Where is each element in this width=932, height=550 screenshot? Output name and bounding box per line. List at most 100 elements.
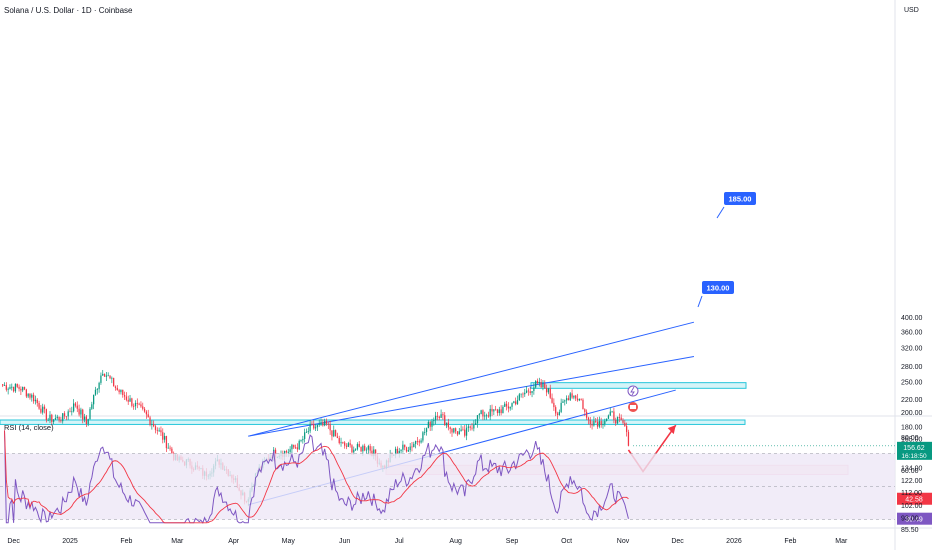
candle (555, 405, 557, 417)
candle-body (516, 400, 519, 405)
candle (156, 427, 158, 435)
candle (478, 412, 480, 419)
candle-body (23, 386, 26, 390)
candle (78, 404, 80, 417)
candle-body (547, 388, 550, 393)
candle (56, 414, 58, 420)
candle (65, 416, 67, 421)
rsi-label[interactable]: RSI (14, close) (4, 423, 54, 432)
candle-body (36, 399, 38, 404)
candle (416, 436, 419, 446)
candle (74, 402, 77, 408)
candle-body (307, 431, 309, 433)
candle (407, 446, 409, 452)
candle-body (285, 451, 288, 453)
candle-body (524, 392, 526, 395)
candle-body (436, 415, 439, 417)
candle-body (63, 413, 66, 417)
candle (331, 430, 333, 441)
price-tick-label: 165.00 (901, 437, 923, 444)
candle-body (102, 373, 104, 376)
candle (575, 394, 577, 402)
candle (525, 386, 528, 394)
candle (354, 448, 357, 451)
candle-body (600, 421, 602, 426)
candle (522, 392, 524, 399)
candle (36, 398, 38, 407)
candle (109, 375, 111, 380)
candle (7, 387, 9, 395)
candle (458, 427, 460, 435)
candle-body (16, 383, 18, 387)
candle-body (405, 447, 408, 452)
candle (365, 447, 368, 454)
candle-body (320, 422, 322, 424)
candle (524, 388, 526, 397)
candle (436, 412, 439, 421)
candle-body (25, 389, 27, 397)
candle (73, 399, 75, 413)
candle-body (536, 380, 539, 384)
candle (305, 428, 308, 433)
candle (495, 405, 497, 411)
candle-body (456, 431, 459, 435)
candle-body (500, 409, 502, 414)
candle-body (593, 421, 595, 426)
candle-body (73, 403, 75, 412)
candle (82, 408, 84, 424)
candle (502, 405, 504, 414)
candle-body (87, 419, 89, 424)
candle (531, 390, 533, 398)
resistance-zone (0, 419, 746, 425)
rsi-ma-badge (897, 492, 932, 505)
candle-body (414, 441, 417, 444)
candle-body (338, 438, 340, 444)
support-callout-badge (702, 281, 734, 294)
candle (336, 432, 339, 439)
candle-body (327, 423, 329, 425)
candle (571, 389, 573, 399)
candle-body (364, 445, 366, 451)
candle (425, 427, 428, 436)
candle-body (151, 424, 153, 425)
candle-body (616, 417, 619, 424)
price-tick-label: 180.00 (901, 425, 923, 432)
candle-body (171, 448, 173, 454)
candle-body (471, 427, 473, 429)
candle (12, 386, 15, 393)
candle-body (9, 387, 11, 389)
candle-body (475, 423, 477, 425)
candle (613, 407, 615, 424)
candle (445, 422, 448, 429)
candle-body (533, 387, 535, 392)
candle (560, 398, 562, 414)
candle (60, 416, 62, 423)
candle-body (495, 409, 497, 411)
candle (87, 418, 89, 427)
candle-body (576, 398, 579, 401)
candle (434, 411, 437, 425)
candle-body (302, 438, 304, 441)
candle (509, 406, 511, 411)
candle-body (31, 394, 33, 398)
candle-body (626, 426, 628, 433)
candle (429, 420, 431, 432)
last-price-badge (897, 441, 932, 460)
price-tick-label: 360.00 (901, 329, 923, 336)
candle-body (133, 405, 135, 407)
candle (414, 440, 417, 449)
candle (544, 380, 546, 389)
candle-body (51, 414, 53, 422)
candle-body (329, 424, 331, 431)
candle-body (440, 414, 442, 418)
candle (291, 443, 293, 453)
currency-label[interactable]: USD (904, 7, 919, 14)
candle (473, 420, 475, 432)
candle (447, 418, 450, 431)
candle (396, 446, 399, 454)
candle (27, 393, 29, 399)
candle-body (54, 418, 57, 420)
candle-body (85, 416, 88, 424)
